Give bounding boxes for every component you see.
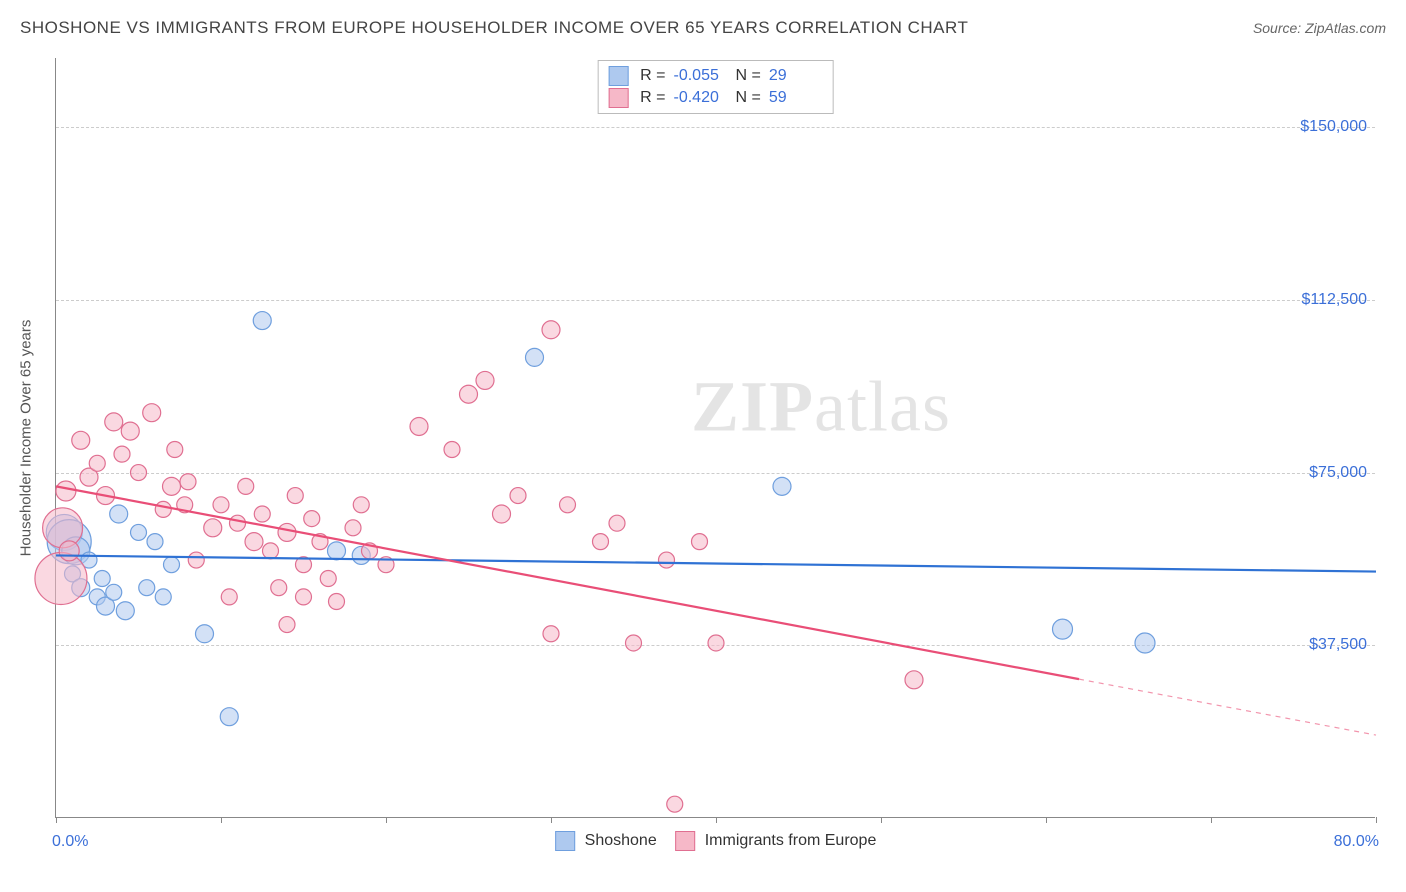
legend-correlation: R = -0.055 N = 29 R = -0.420 N = 59 xyxy=(597,60,834,114)
n-label: N = xyxy=(736,67,761,85)
n-value-europe: 59 xyxy=(769,89,823,107)
r-value-shoshone: -0.055 xyxy=(674,67,728,85)
legend-row-europe: R = -0.420 N = 59 xyxy=(608,87,823,109)
r-label: R = xyxy=(640,67,665,85)
source-label: Source: ZipAtlas.com xyxy=(1253,20,1386,36)
legend-label-shoshone: Shoshone xyxy=(585,832,657,850)
y-tick-label: $75,000 xyxy=(1309,464,1367,482)
swatch-shoshone xyxy=(555,831,575,851)
swatch-europe xyxy=(675,831,695,851)
plot-area: Householder Income Over 65 years ZIPatla… xyxy=(55,58,1375,818)
n-value-shoshone: 29 xyxy=(769,67,823,85)
r-value-europe: -0.420 xyxy=(674,89,728,107)
y-axis-title: Householder Income Over 65 years xyxy=(18,319,35,556)
n-label: N = xyxy=(736,89,761,107)
y-tick-label: $37,500 xyxy=(1309,636,1367,654)
swatch-europe xyxy=(608,88,628,108)
legend-item-shoshone: Shoshone xyxy=(555,831,657,851)
y-tick-label: $112,500 xyxy=(1301,291,1367,309)
scatter-svg xyxy=(56,58,1375,817)
legend-label-europe: Immigrants from Europe xyxy=(705,832,877,850)
swatch-shoshone xyxy=(608,66,628,86)
r-label: R = xyxy=(640,89,665,107)
x-min-label: 0.0% xyxy=(52,833,88,851)
y-tick-label: $150,000 xyxy=(1300,118,1367,136)
legend-series: Shoshone Immigrants from Europe xyxy=(555,831,877,851)
legend-row-shoshone: R = -0.055 N = 29 xyxy=(608,65,823,87)
legend-item-europe: Immigrants from Europe xyxy=(675,831,877,851)
chart-title: SHOSHONE VS IMMIGRANTS FROM EUROPE HOUSE… xyxy=(20,18,968,38)
x-max-label: 80.0% xyxy=(1334,833,1379,851)
